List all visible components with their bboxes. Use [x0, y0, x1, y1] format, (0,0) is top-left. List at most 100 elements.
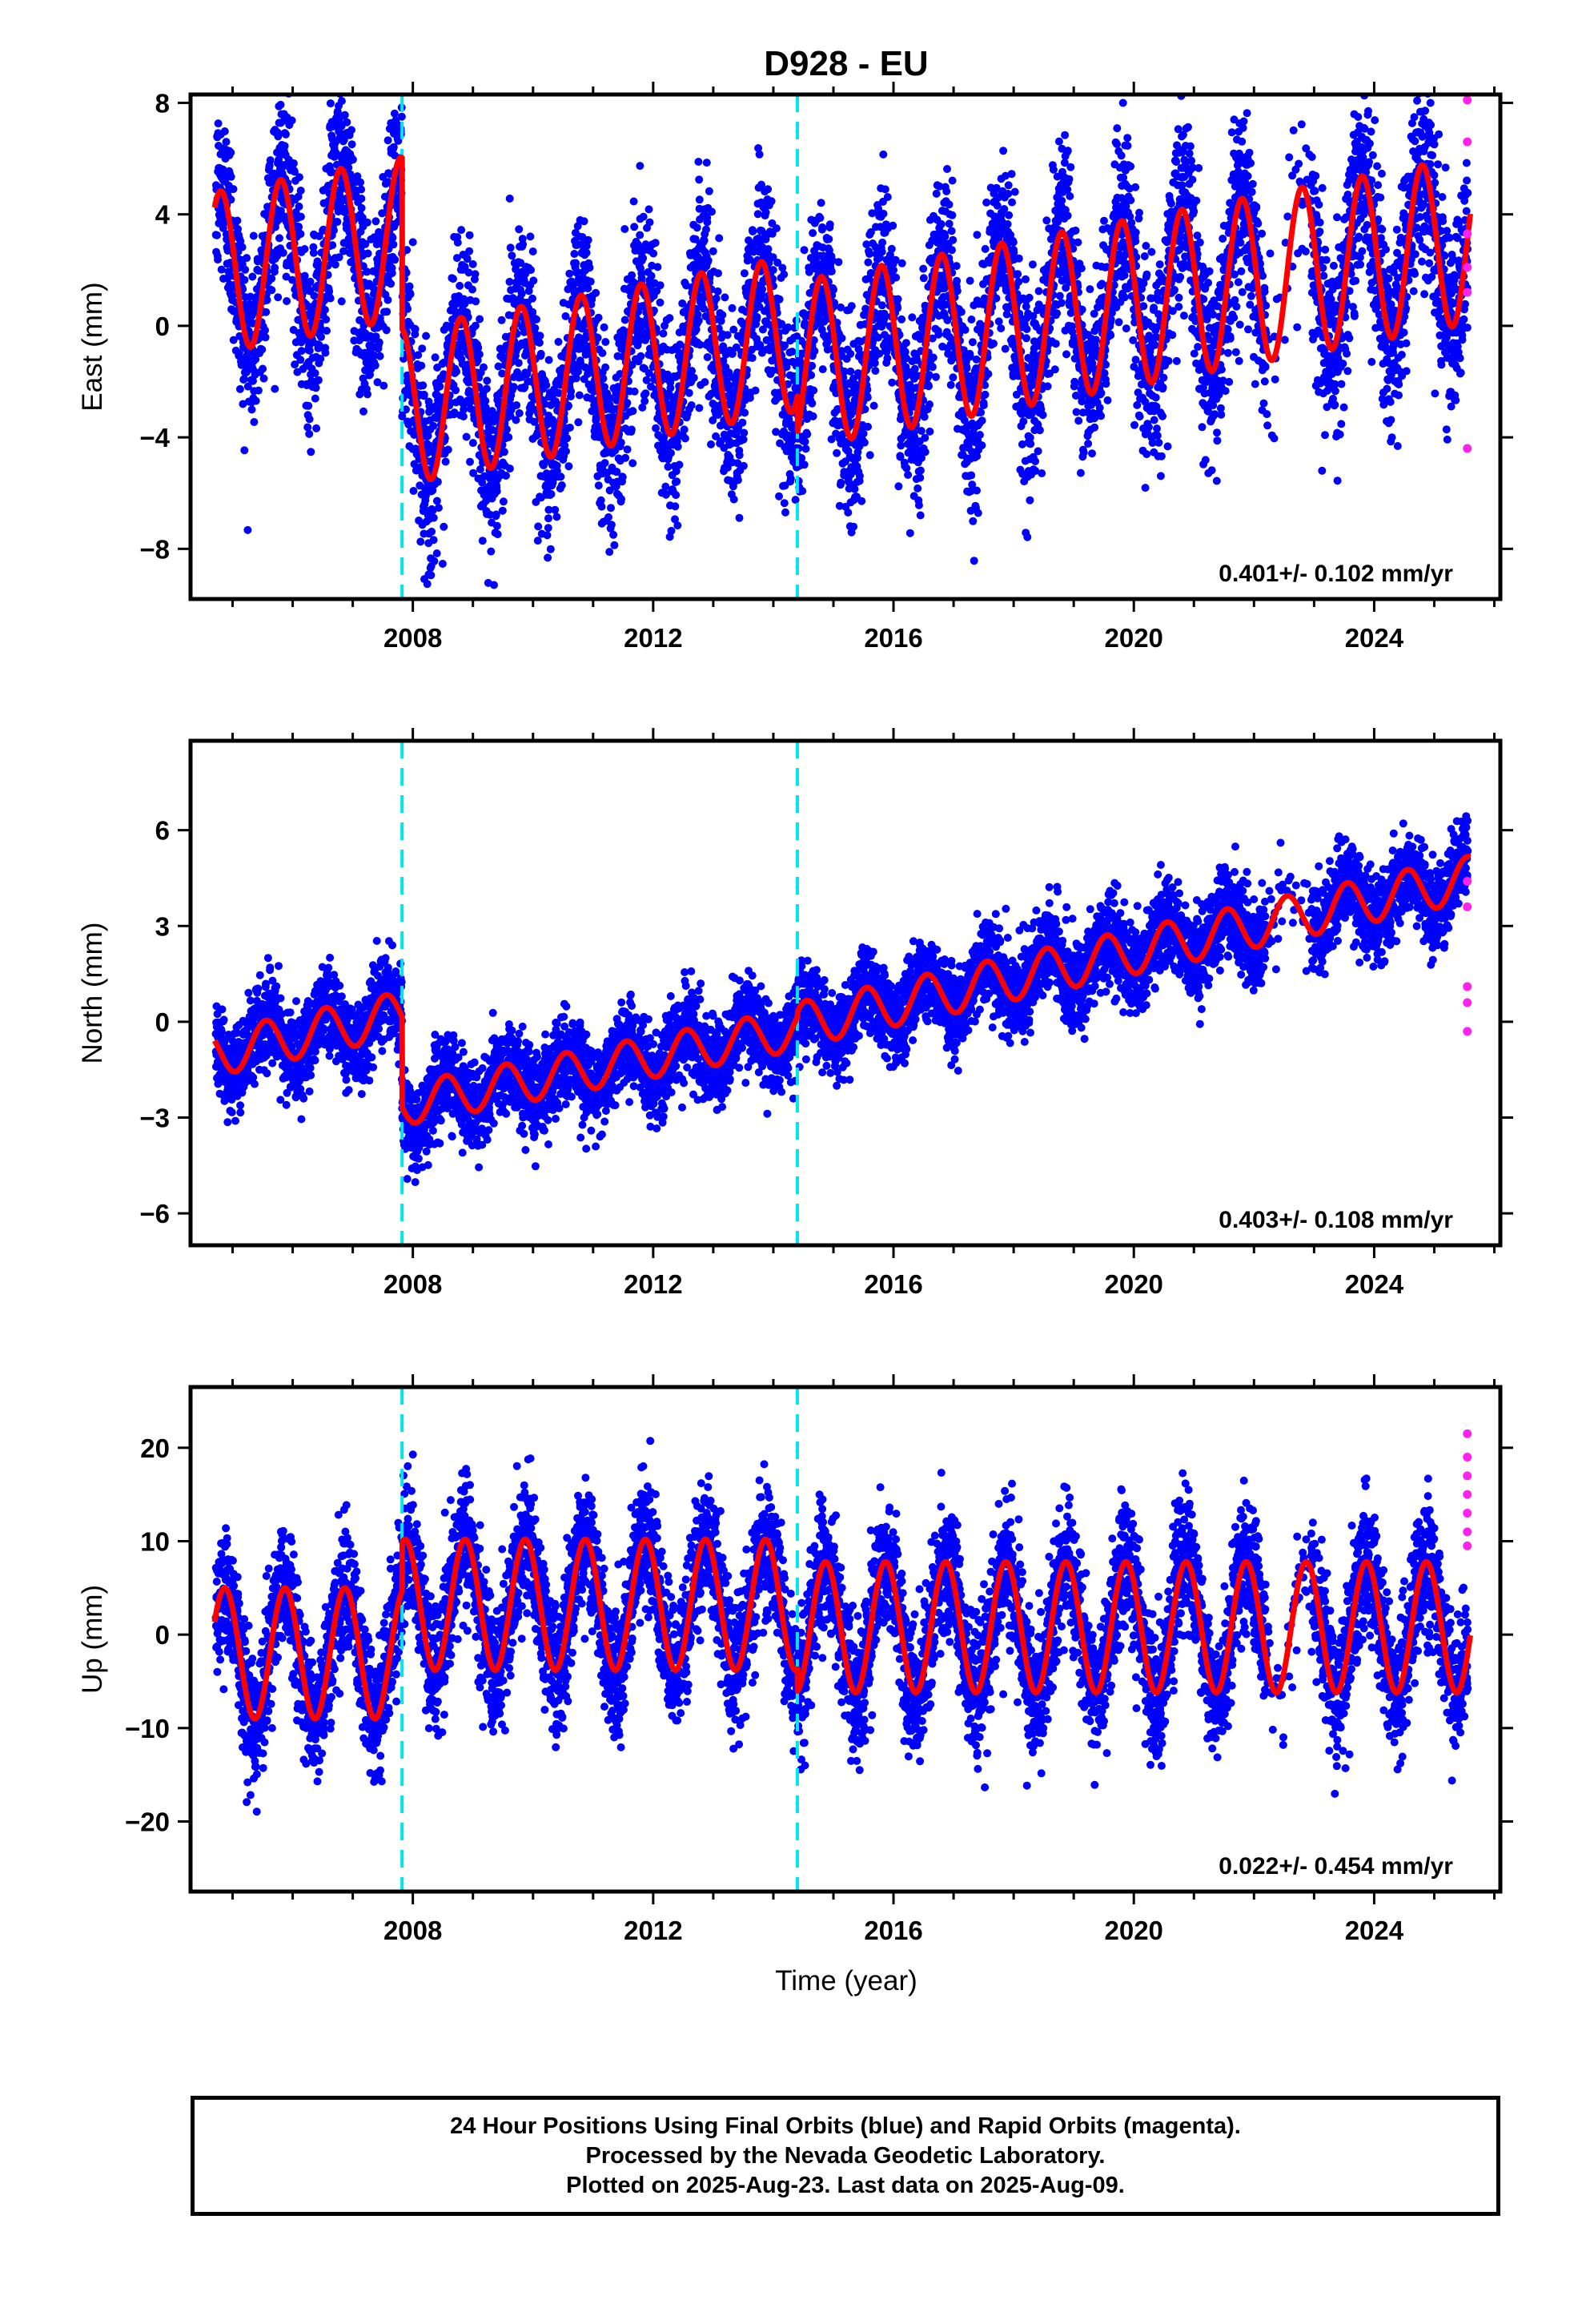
observation-point: [786, 474, 795, 483]
observation-point: [837, 334, 846, 343]
observation-point: [347, 140, 356, 149]
observation-point: [459, 412, 468, 420]
observation-point: [239, 375, 248, 384]
observation-point: [243, 254, 251, 263]
observation-point: [328, 241, 337, 250]
observation-point: [1028, 260, 1037, 269]
observation-point: [1009, 238, 1018, 247]
observation-point: [465, 231, 474, 239]
observation-point: [585, 263, 594, 272]
observation-point: [420, 390, 428, 399]
observation-point: [914, 501, 923, 509]
observation-point: [673, 477, 681, 486]
observation-point: [267, 286, 276, 295]
observation-point: [714, 269, 722, 278]
observation-point: [375, 352, 384, 360]
observation-point: [807, 371, 816, 380]
observation-point: [247, 405, 256, 414]
observation-point: [346, 66, 354, 74]
observation-point: [887, 244, 896, 253]
observation-point: [379, 381, 388, 390]
observation-point: [310, 292, 319, 300]
observation-point: [290, 167, 299, 176]
observation-point: [340, 111, 349, 119]
observation-point: [921, 448, 930, 456]
observation-point: [961, 325, 970, 334]
observation-point: [681, 434, 689, 443]
observation-point: [359, 407, 367, 416]
observation-point: [567, 387, 576, 396]
observation-point: [1026, 496, 1034, 505]
observation-point: [266, 156, 275, 165]
observation-point: [818, 365, 827, 374]
observation-point: [879, 209, 888, 218]
observation-point: [584, 235, 592, 244]
observation-point: [427, 571, 436, 580]
figure-title: D928 - EU: [764, 44, 928, 83]
observation-point: [1031, 457, 1040, 465]
observation-point: [644, 205, 653, 214]
observation-point: [847, 302, 856, 311]
observation-point: [436, 382, 444, 391]
observation-point: [688, 367, 697, 376]
observation-point: [261, 326, 269, 335]
observation-point: [390, 109, 399, 118]
observation-point: [563, 434, 572, 443]
observation-point: [981, 244, 990, 253]
observation-point: [937, 219, 946, 228]
observation-point: [982, 198, 991, 207]
observation-point: [827, 267, 836, 275]
observation-point: [1014, 277, 1023, 286]
observation-point: [889, 221, 897, 230]
observation-point: [675, 460, 684, 469]
observation-point: [296, 212, 305, 221]
observation-point: [733, 476, 742, 485]
observation-point: [767, 197, 776, 206]
observation-point: [514, 359, 523, 368]
observation-point: [444, 445, 452, 454]
observation-point: [926, 427, 934, 436]
observation-point: [667, 448, 675, 457]
observation-point: [309, 243, 318, 251]
observation-point: [337, 122, 346, 131]
observation-point: [844, 509, 853, 517]
observation-point: [456, 281, 464, 290]
observation-point: [897, 259, 906, 267]
observation-point: [607, 521, 616, 529]
observation-point: [259, 364, 267, 373]
observation-point: [330, 226, 338, 235]
observation-point: [500, 448, 508, 456]
observation-point: [263, 296, 271, 304]
observation-point: [735, 513, 744, 522]
observation-point: [287, 116, 296, 125]
observation-point: [910, 364, 919, 373]
observation-point: [1001, 344, 1010, 353]
observation-point: [693, 223, 701, 232]
observation-point: [601, 363, 610, 372]
observation-point: [948, 211, 957, 219]
observation-point: [397, 112, 406, 121]
observation-point: [772, 224, 781, 233]
observation-point: [618, 472, 627, 481]
observation-point: [833, 448, 841, 457]
observation-point: [984, 370, 993, 378]
observation-point: [888, 378, 897, 387]
observation-point: [254, 386, 263, 395]
observation-point: [261, 333, 270, 342]
observation-point: [441, 457, 450, 466]
observation-point: [932, 372, 940, 381]
observation-point: [249, 376, 257, 385]
observation-point: [620, 316, 629, 324]
observation-point: [334, 82, 342, 90]
observation-point: [981, 390, 990, 399]
observation-point: [213, 231, 221, 239]
observation-point: [535, 339, 544, 347]
observation-point: [863, 393, 872, 402]
observation-point: [271, 384, 279, 393]
observation-point: [628, 459, 637, 468]
observation-point: [408, 238, 417, 247]
observation-point: [429, 536, 438, 545]
observation-point: [735, 451, 744, 460]
observation-point: [781, 508, 789, 517]
observation-point: [636, 231, 644, 239]
